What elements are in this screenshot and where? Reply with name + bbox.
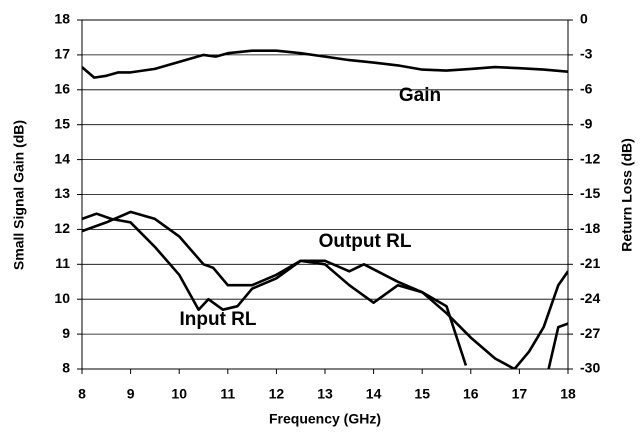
x-tick-label: 15: [414, 386, 430, 402]
y2-tick-label: -18: [580, 220, 600, 236]
y2-tick-label: -24: [580, 290, 600, 306]
y-tick-label: 15: [54, 115, 70, 131]
y2-tick-label: -30: [580, 360, 600, 376]
x-tick-label: 9: [127, 386, 135, 402]
y2-tick-label: -3: [580, 46, 593, 62]
y2-tick-label: 0: [580, 11, 588, 27]
x-tick-label: 16: [463, 386, 479, 402]
y2-tick-label: -6: [580, 81, 593, 97]
series-line: [82, 49, 568, 79]
series-line: [82, 210, 568, 369]
y-axis-label: Small Signal Gain (dB): [11, 120, 27, 270]
y-tick-label: 18: [54, 11, 70, 27]
y-tick-label: 12: [54, 220, 70, 236]
plot-frame: [81, 19, 569, 370]
y2-tick-label: -9: [580, 115, 593, 131]
x-tick-label: 10: [171, 386, 187, 402]
x-tick-label: 13: [317, 386, 333, 402]
y2-tick-label: -12: [580, 150, 600, 166]
x-tick-label: 18: [560, 386, 576, 402]
y-tick-label: 13: [54, 185, 70, 201]
annotation: Gain: [399, 85, 441, 106]
y-tick-label: 9: [62, 325, 70, 341]
x-axis-label: Frequency (GHz): [269, 411, 381, 427]
x-tick-label: 8: [78, 386, 86, 402]
series-line: [82, 212, 568, 369]
y2-tick-label: -27: [580, 325, 600, 341]
y-tick-label: 8: [62, 360, 70, 376]
y-tick-label: 11: [55, 255, 70, 271]
x-tick-label: 12: [269, 386, 285, 402]
y-tick-label: 10: [54, 290, 70, 306]
x-tick-label: 14: [366, 386, 382, 402]
y-tick-label: 16: [54, 81, 70, 97]
y2-axis-label: Return Loss (dB): [619, 138, 635, 252]
annotation: Output RL: [319, 231, 412, 252]
y2-tick-label: -15: [580, 185, 600, 201]
y-tick-label: 17: [54, 46, 70, 62]
x-tick-label: 17: [512, 386, 528, 402]
y2-tick-label: -21: [580, 255, 600, 271]
x-tick-label: 11: [220, 386, 235, 402]
annotation: Input RL: [179, 309, 256, 330]
y-tick-label: 14: [54, 150, 70, 166]
